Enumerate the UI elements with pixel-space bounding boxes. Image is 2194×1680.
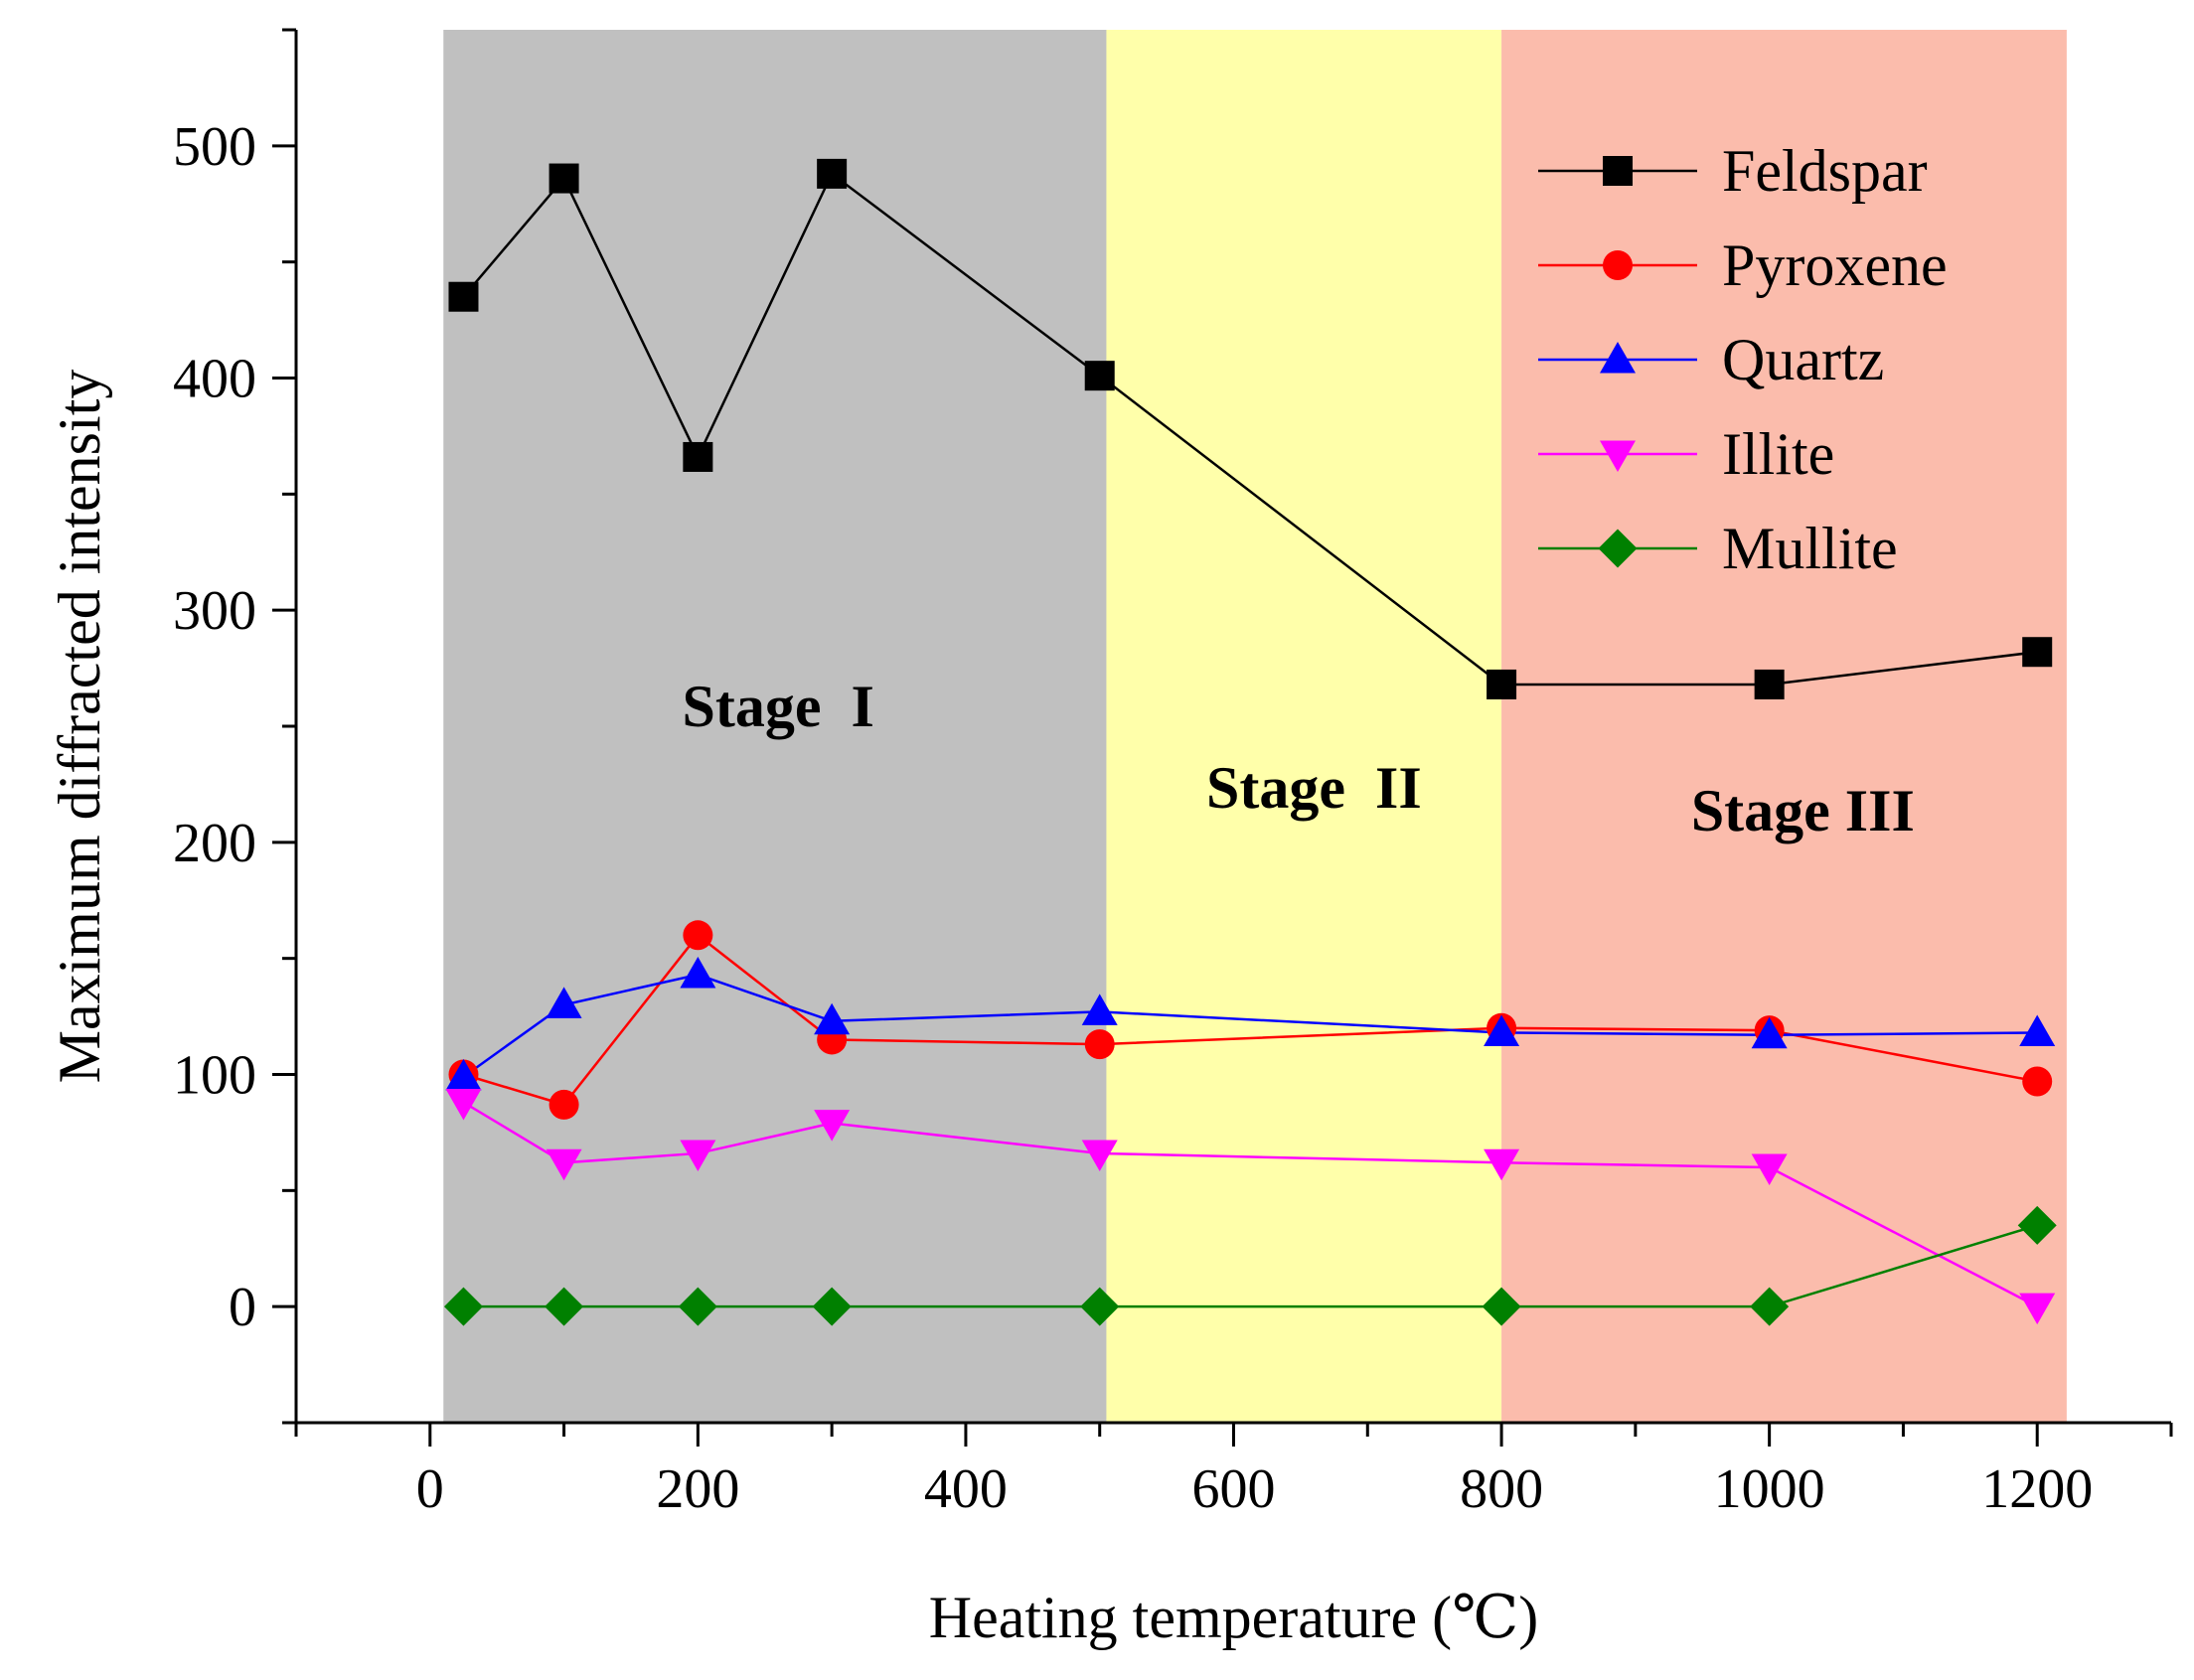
quartz-point (680, 957, 716, 989)
y-tick-label: 500 (173, 116, 256, 178)
mullite-point (1750, 1287, 1790, 1326)
pyroxene-point (683, 920, 713, 951)
legend: Feldspar Pyroxene Quartz Illite Mullite (1538, 138, 1948, 581)
legend-marker-illite (1600, 440, 1636, 472)
illite-line (462, 1101, 2038, 1308)
stage-region-3 (1501, 30, 2067, 1423)
quartz-point (1751, 1016, 1788, 1049)
feldspar-point (1084, 361, 1115, 391)
mullite-point (1080, 1287, 1120, 1326)
mullite-point (1482, 1287, 1521, 1326)
x-axis-title: Heating temperature (℃) (929, 1585, 1539, 1650)
y-tick-label: 200 (173, 813, 256, 874)
feldspar-point (448, 281, 479, 312)
illite-point (1751, 1153, 1788, 1185)
pyroxene-point (548, 1089, 579, 1120)
mullite-point (443, 1287, 483, 1326)
feldspar-point (548, 163, 579, 194)
illite-point (2019, 1293, 2056, 1325)
legend-label-illite: Illite (1722, 421, 1834, 487)
mullite-point (545, 1287, 584, 1326)
y-tick-label: 0 (229, 1277, 256, 1338)
legend-marker-feldspar (1603, 156, 1633, 186)
x-tick-label: 1000 (1714, 1458, 1825, 1520)
stage-label-3: Stage III (1691, 778, 1915, 843)
legend-label-mullite: Mullite (1722, 516, 1898, 581)
pyroxene-point (2022, 1066, 2053, 1097)
stage-region-2 (1106, 30, 1502, 1423)
y-axis-title: Maximum diffracted intensity (47, 370, 112, 1084)
series-lines (462, 171, 2038, 1308)
x-tick-label: 0 (416, 1458, 444, 1520)
illite-point (1081, 1140, 1118, 1171)
feldspar-point (683, 441, 713, 472)
legend-label-pyroxene: Pyroxene (1722, 232, 1948, 298)
mullite-line (463, 1224, 2038, 1308)
feldspar-line (462, 171, 2038, 687)
illite-point (445, 1089, 482, 1121)
legend-marker-quartz (1600, 342, 1636, 374)
quartz-line (462, 973, 2038, 1078)
stage-label-1: Stage I (683, 674, 874, 739)
mullite-point (812, 1287, 852, 1326)
stage-label-2: Stage II (1206, 755, 1422, 821)
x-tick-label: 1200 (1981, 1458, 2093, 1520)
illite-point (814, 1110, 851, 1142)
illite-point (1484, 1148, 1520, 1181)
series-markers (443, 158, 2057, 1326)
feldspar-point (1487, 669, 1517, 699)
feldspar-point (817, 158, 848, 189)
quartz-point (2019, 1014, 2056, 1046)
x-tick-label: 200 (656, 1458, 739, 1520)
y-tick-label: 100 (173, 1045, 256, 1107)
legend-marker-mullite (1598, 529, 1638, 568)
x-tick-label: 400 (924, 1458, 1008, 1520)
quartz-point (546, 987, 582, 1018)
legend-label-feldspar: Feldspar (1722, 138, 1928, 204)
pyroxene-line (463, 933, 2038, 1107)
quartz-point (1081, 993, 1118, 1025)
y-tick-label: 300 (173, 580, 256, 642)
illite-point (546, 1148, 582, 1181)
stage-regions (443, 30, 2067, 1423)
quartz-point (814, 1002, 851, 1035)
legend-marker-pyroxene (1603, 250, 1633, 280)
stage-labels: Stage I Stage II Stage III (683, 674, 1915, 843)
x-tick-label: 800 (1460, 1458, 1543, 1520)
feldspar-point (2022, 637, 2053, 668)
y-tick-label: 400 (173, 349, 256, 410)
quartz-point (1484, 1014, 1520, 1046)
legend-label-quartz: Quartz (1722, 327, 1884, 392)
mullite-point (678, 1287, 717, 1326)
y-axis-ticks: 0 100 200 300 400 500 (173, 28, 296, 1425)
quartz-point (445, 1058, 482, 1091)
x-axis-ticks: 0 200 400 600 800 1000 1200 (294, 1423, 2173, 1520)
pyroxene-point (1084, 1029, 1115, 1060)
stage-region-1 (443, 30, 1107, 1423)
feldspar-point (1754, 669, 1785, 699)
illite-point (680, 1140, 716, 1171)
x-tick-label: 600 (1192, 1458, 1276, 1520)
mullite-point (2017, 1205, 2057, 1245)
